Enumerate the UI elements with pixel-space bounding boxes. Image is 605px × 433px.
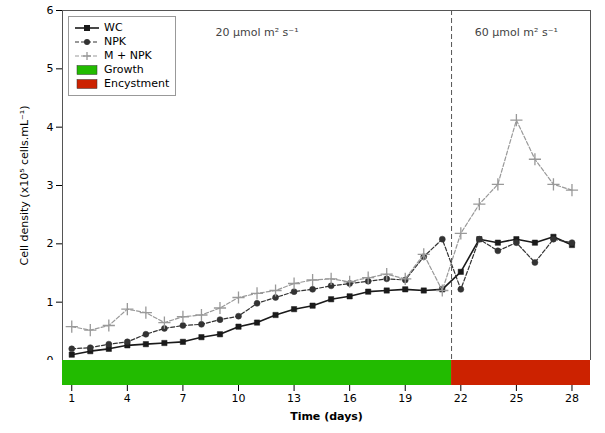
- svg-text:Cell density (x10⁵ cells.mL⁻¹): Cell density (x10⁵ cells.mL⁻¹): [18, 105, 31, 265]
- svg-text:7: 7: [179, 392, 186, 405]
- svg-text:16: 16: [343, 392, 357, 405]
- svg-text:1: 1: [68, 392, 75, 405]
- html-text:WC: WC: [104, 21, 123, 34]
- svg-text:5: 5: [47, 62, 54, 75]
- svg-text:13: 13: [287, 392, 301, 405]
- svg-text:4: 4: [47, 121, 54, 134]
- svg-text:22: 22: [454, 392, 468, 405]
- html-text:M + NPK: M + NPK: [104, 49, 152, 62]
- svg-text:Time (days): Time (days): [290, 410, 363, 423]
- svg-text:60 μmol m² s⁻¹: 60 μmol m² s⁻¹: [475, 26, 558, 39]
- svg-text:20 μmol m² s⁻¹: 20 μmol m² s⁻¹: [215, 26, 298, 39]
- html-text:NPK: NPK: [104, 35, 127, 48]
- svg-text:2: 2: [47, 237, 54, 250]
- svg-text:0: 0: [47, 354, 54, 360]
- svg-text:28: 28: [565, 392, 579, 405]
- svg-text:6: 6: [47, 4, 54, 17]
- html-text:Growth: Growth: [104, 63, 144, 76]
- svg-text:4: 4: [124, 392, 131, 405]
- svg-text:10: 10: [232, 392, 246, 405]
- svg-text:25: 25: [509, 392, 523, 405]
- svg-text:3: 3: [47, 179, 54, 192]
- svg-text:1: 1: [47, 296, 54, 309]
- html-text:Encystment: Encystment: [104, 77, 170, 90]
- svg-text:19: 19: [398, 392, 412, 405]
